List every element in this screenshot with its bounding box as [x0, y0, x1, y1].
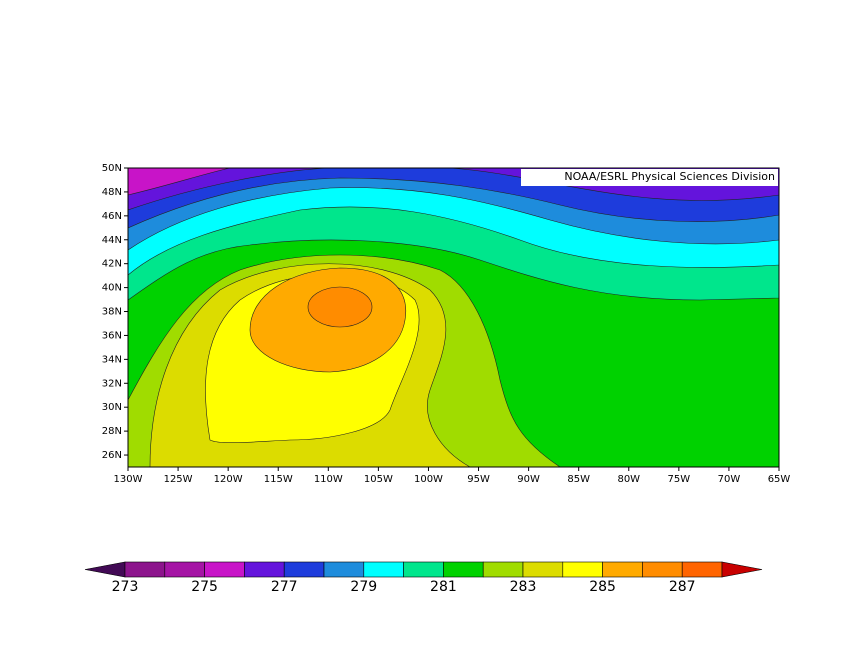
colorbar-segment	[681, 561, 723, 578]
x-tick-label: 65W	[768, 474, 791, 485]
colorbar-segment	[602, 561, 643, 578]
colorbar: 273 275 277 279 281 283 285 287	[84, 561, 763, 595]
y-tick-label: 46N	[102, 211, 122, 222]
x-tick-label: 85W	[567, 474, 590, 485]
x-tick-label: 75W	[668, 474, 691, 485]
axes: 130W 125W 120W 115W 110W 105W 100W 95W 90W 85W 80W…	[102, 163, 791, 485]
y-tick-label: 36N	[102, 330, 122, 341]
contour-region	[307, 286, 373, 328]
y-tick-label: 30N	[102, 402, 122, 413]
x-tick-label: 125W	[164, 474, 193, 485]
colorbar-tick-label: 285	[589, 579, 616, 595]
colorbar-tick-label: 275	[191, 579, 218, 595]
y-tick-label: 40N	[102, 283, 122, 294]
colorbar-segment	[363, 561, 404, 578]
colorbar-segment	[443, 561, 484, 578]
colorbar-segment	[562, 561, 603, 578]
colorbar-under	[84, 561, 126, 578]
x-tick-label: 115W	[264, 474, 293, 485]
colorbar-segment	[482, 561, 524, 578]
colorbar-tick-label: 283	[510, 579, 537, 595]
colorbar-over	[721, 561, 763, 578]
x-tick-label: 110W	[314, 474, 343, 485]
contour-region	[128, 168, 231, 196]
colorbar-segment	[244, 561, 285, 578]
y-tick-label: 48N	[102, 187, 122, 198]
colorbar-tick-label: 287	[669, 579, 696, 595]
y-tick-label: 44N	[102, 235, 122, 246]
map-frame	[127, 167, 780, 468]
colorbar-segment	[323, 561, 365, 578]
credit-box	[521, 169, 778, 186]
x-tick-label: 70W	[718, 474, 741, 485]
x-tick-label: 80W	[617, 474, 640, 485]
x-tick-label: 100W	[414, 474, 443, 485]
y-tick-label: 42N	[102, 259, 122, 270]
x-tick-label: 105W	[364, 474, 393, 485]
y-tick-label: 38N	[102, 307, 122, 318]
map	[128, 168, 779, 467]
colorbar-tick-label: 281	[430, 579, 457, 595]
y-tick-label: 28N	[102, 426, 122, 437]
y-tick-label: 32N	[102, 378, 122, 389]
colorbar-tick-label: 273	[112, 579, 139, 595]
colorbar-segment	[204, 561, 245, 578]
colorbar-segment	[403, 561, 444, 578]
colorbar-tick-label: 279	[350, 579, 377, 595]
x-tick-label: 130W	[114, 474, 143, 485]
x-tick-label: 120W	[214, 474, 243, 485]
colorbar-segment	[164, 561, 205, 578]
colorbar-segment	[642, 561, 683, 578]
x-tick-label: 95W	[467, 474, 490, 485]
y-tick-label: 50N	[102, 163, 122, 174]
colorbar-segment	[522, 561, 564, 578]
y-tick-label: 26N	[102, 450, 122, 461]
colorbar-segment	[124, 561, 166, 578]
colorbar-segment	[283, 561, 325, 578]
y-tick-label: 34N	[102, 354, 122, 365]
credit: NOAA/ESRL Physical Sciences Division	[564, 170, 775, 183]
x-tick-label: 90W	[517, 474, 540, 485]
colorbar-tick-label: 277	[271, 579, 298, 595]
